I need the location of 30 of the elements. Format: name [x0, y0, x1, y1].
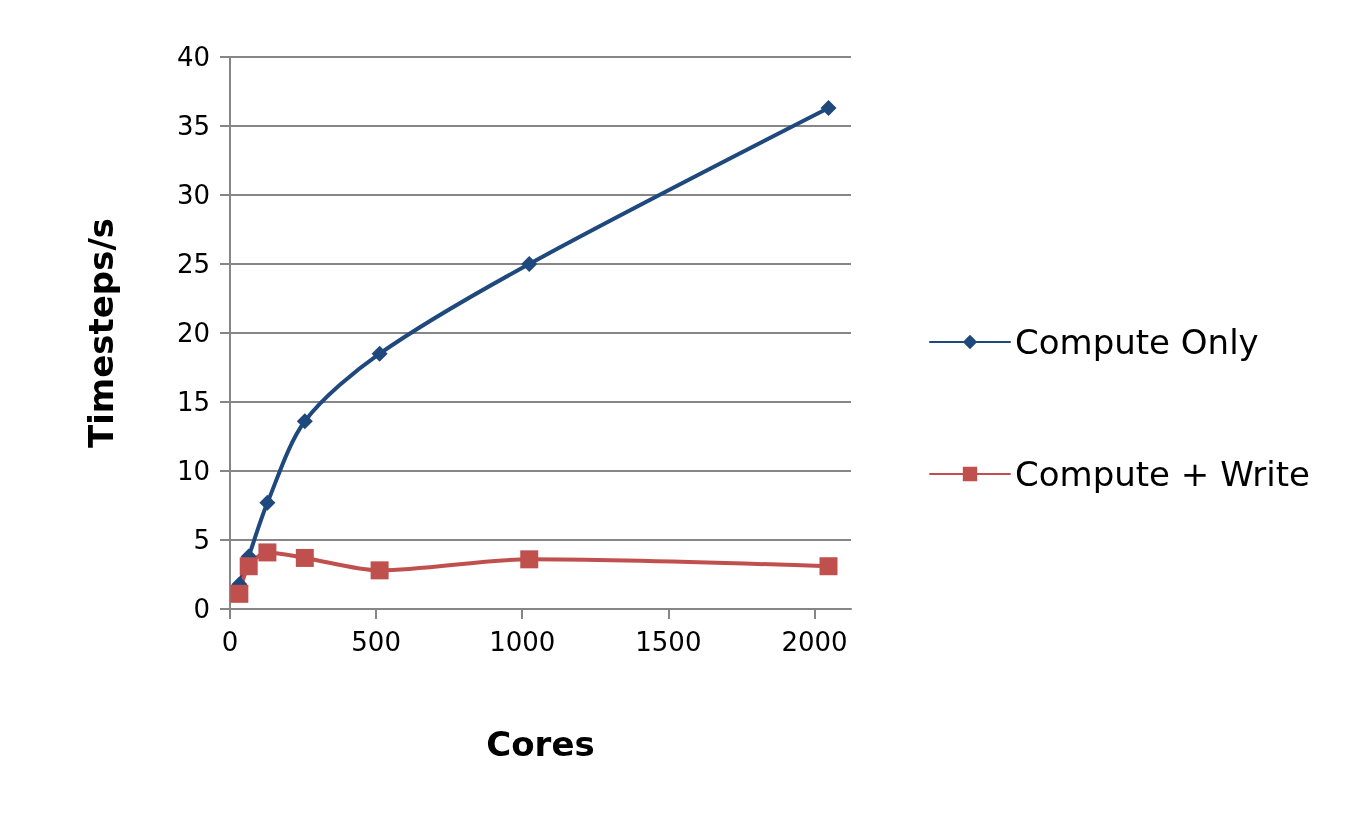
y-tick-label: 0	[193, 594, 210, 624]
y-tick-label: 35	[176, 111, 210, 141]
y-tick-label: 30	[176, 180, 210, 210]
point	[520, 550, 539, 569]
y-tick-label: 40	[176, 42, 210, 72]
y-tick-label: 15	[176, 387, 210, 417]
x-tick-label: 2000	[781, 627, 848, 657]
y-tick-label: 25	[176, 249, 210, 279]
point	[820, 100, 837, 117]
x-tick-label: 0	[221, 627, 239, 657]
point	[239, 557, 258, 576]
point	[230, 584, 249, 603]
x-tick-label: 1000	[489, 627, 556, 657]
y-axis-title: Timesteps/s	[81, 217, 121, 449]
x-tick-label: 500	[351, 627, 401, 657]
x-tick-label: 1500	[635, 627, 702, 657]
point	[258, 543, 277, 562]
point	[295, 548, 314, 567]
point	[819, 557, 838, 576]
y-tick-label: 10	[176, 456, 210, 486]
legend-label: Compute Only	[1015, 322, 1259, 362]
x-axis-title: Cores	[486, 724, 595, 764]
y-tick-label: 5	[193, 525, 210, 555]
point	[370, 561, 389, 580]
point	[371, 345, 388, 362]
point	[259, 494, 276, 511]
point	[296, 413, 313, 430]
legend-label: Compute + Write	[1015, 454, 1310, 494]
point	[521, 256, 538, 272]
y-tick-label: 20	[176, 318, 210, 348]
